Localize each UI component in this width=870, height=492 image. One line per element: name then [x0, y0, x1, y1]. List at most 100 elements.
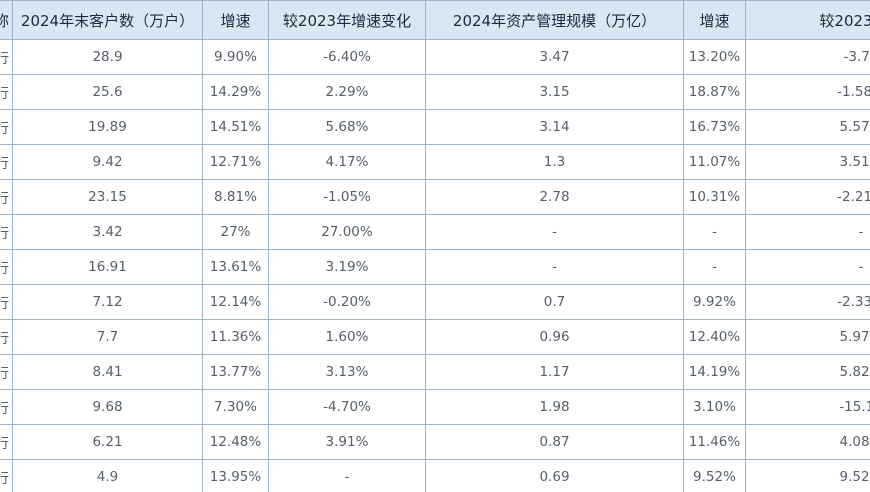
cell-growth: 11.36% [202, 319, 269, 355]
table-header: 称 2024年末客户数（万户） 增速 较2023年增速变化 2024年资产管理规… [0, 0, 870, 40]
cell-growth: 12.14% [202, 284, 269, 320]
cell-name: 行 [0, 284, 13, 320]
cell-aum-change: - [745, 214, 870, 250]
cell-aum-growth: - [683, 249, 746, 285]
header-change: 较2023年增速变化 [268, 0, 426, 40]
cell-aum-growth: 13.20% [683, 39, 746, 75]
cell-name: 行 [0, 459, 13, 492]
cell-aum: 3.15 [425, 74, 684, 110]
cell-customers: 7.7 [12, 319, 203, 355]
cell-name: 行 [0, 214, 13, 250]
cell-change: -1.05% [268, 179, 426, 215]
cell-growth: 7.30% [202, 389, 269, 425]
table-body: 行28.99.90%-6.40%3.4713.20%-3.70行25.614.2… [0, 39, 870, 492]
cell-aum-change: 5.82% [745, 354, 870, 390]
cell-aum: 1.98 [425, 389, 684, 425]
header-aum-change: 较2023年增 [745, 0, 870, 40]
cell-aum-change: -1.58% [745, 74, 870, 110]
cell-aum-change: 3.51% [745, 144, 870, 180]
cell-customers: 3.42 [12, 214, 203, 250]
cell-change: 27.00% [268, 214, 426, 250]
cell-growth: 13.95% [202, 459, 269, 492]
cell-customers: 19.89 [12, 109, 203, 145]
cell-name: 行 [0, 389, 13, 425]
cell-aum: - [425, 249, 684, 285]
cell-aum: 0.7 [425, 284, 684, 320]
cell-customers: 23.15 [12, 179, 203, 215]
cell-customers: 4.9 [12, 459, 203, 492]
cell-aum: 3.14 [425, 109, 684, 145]
header-growth: 增速 [202, 0, 269, 40]
cell-aum-growth: 18.87% [683, 74, 746, 110]
cell-growth: 27% [202, 214, 269, 250]
cell-aum-growth: 3.10% [683, 389, 746, 425]
cell-growth: 12.48% [202, 424, 269, 460]
cell-change: 5.68% [268, 109, 426, 145]
table-row: 行9.687.30%-4.70%1.983.10%-15.10 [0, 389, 870, 425]
cell-aum-growth: 9.52% [683, 459, 746, 492]
cell-change: 1.60% [268, 319, 426, 355]
cell-customers: 9.42 [12, 144, 203, 180]
cell-aum-growth: 9.92% [683, 284, 746, 320]
cell-aum: 1.17 [425, 354, 684, 390]
cell-name: 行 [0, 354, 13, 390]
cell-change: -0.20% [268, 284, 426, 320]
cell-change: -6.40% [268, 39, 426, 75]
header-customers: 2024年末客户数（万户） [12, 0, 203, 40]
cell-change: 3.91% [268, 424, 426, 460]
cell-customers: 28.9 [12, 39, 203, 75]
header-aum-growth: 增速 [683, 0, 746, 40]
header-row: 称 2024年末客户数（万户） 增速 较2023年增速变化 2024年资产管理规… [0, 0, 870, 40]
cell-customers: 8.41 [12, 354, 203, 390]
cell-aum: 1.3 [425, 144, 684, 180]
cell-aum-growth: 12.40% [683, 319, 746, 355]
cell-change: 3.19% [268, 249, 426, 285]
cell-aum-growth: 11.07% [683, 144, 746, 180]
cell-aum: 3.47 [425, 39, 684, 75]
cell-aum-growth: - [683, 214, 746, 250]
cell-aum-change: - [745, 249, 870, 285]
cell-name: 行 [0, 39, 13, 75]
cell-growth: 9.90% [202, 39, 269, 75]
cell-aum-growth: 16.73% [683, 109, 746, 145]
cell-aum-change: -2.21% [745, 179, 870, 215]
cell-aum: 0.69 [425, 459, 684, 492]
cell-aum: 0.87 [425, 424, 684, 460]
cell-growth: 13.77% [202, 354, 269, 390]
cell-name: 行 [0, 109, 13, 145]
cell-aum-change: -15.10 [745, 389, 870, 425]
cell-aum: - [425, 214, 684, 250]
cell-growth: 8.81% [202, 179, 269, 215]
cell-name: 行 [0, 74, 13, 110]
cell-change: 2.29% [268, 74, 426, 110]
cell-aum-growth: 11.46% [683, 424, 746, 460]
cell-name: 行 [0, 249, 13, 285]
cell-change: 3.13% [268, 354, 426, 390]
cell-customers: 9.68 [12, 389, 203, 425]
cell-growth: 14.51% [202, 109, 269, 145]
cell-aum-change: 4.08% [745, 424, 870, 460]
header-name: 称 [0, 0, 13, 40]
cell-growth: 12.71% [202, 144, 269, 180]
header-aum: 2024年资产管理规模（万亿） [425, 0, 684, 40]
cell-change: -4.70% [268, 389, 426, 425]
table-row: 行4.913.95%-0.699.52%9.52% [0, 459, 870, 492]
cell-aum: 0.96 [425, 319, 684, 355]
cell-name: 行 [0, 179, 13, 215]
cell-aum-growth: 10.31% [683, 179, 746, 215]
cell-aum-change: 5.57% [745, 109, 870, 145]
cell-customers: 25.6 [12, 74, 203, 110]
cell-aum-change: 9.52% [745, 459, 870, 492]
cell-customers: 6.21 [12, 424, 203, 460]
